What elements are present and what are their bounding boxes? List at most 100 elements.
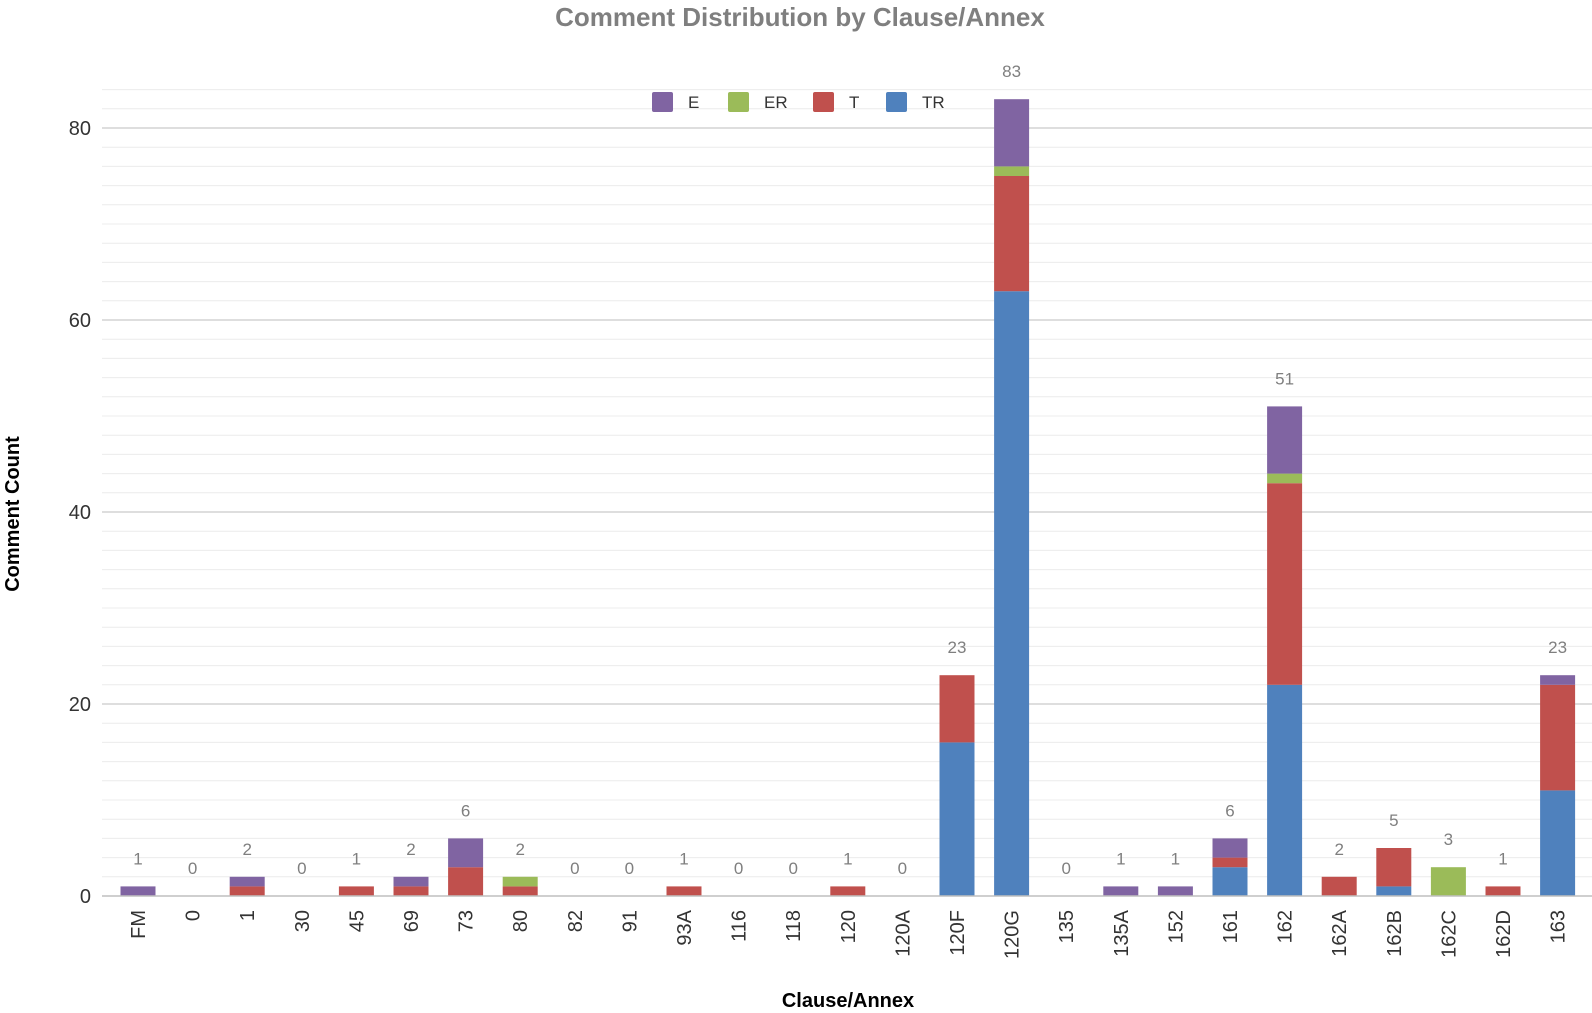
total-label: 6	[1225, 801, 1234, 820]
bar-segment-tr	[994, 291, 1030, 896]
x-axis-title: Clause/Annex	[782, 990, 914, 1012]
total-label: 1	[1498, 849, 1507, 868]
x-tick-label: 91	[619, 910, 641, 932]
x-tick-label: 45	[346, 910, 368, 932]
total-label: 51	[1275, 369, 1294, 388]
bar-segment-e	[393, 876, 429, 887]
total-label: 23	[1548, 638, 1567, 657]
y-tick-label: 20	[69, 694, 91, 716]
total-label: 0	[297, 859, 306, 878]
bar-segment-t	[1376, 848, 1412, 887]
bar-segment-t	[1267, 483, 1303, 685]
x-tick-label: 69	[401, 910, 423, 932]
bar-segment-t	[502, 886, 538, 896]
legend-label-e: E	[688, 93, 699, 112]
total-label: 2	[242, 840, 251, 859]
legend-swatch-er	[728, 92, 749, 112]
x-tick-label: 162A	[1329, 909, 1351, 956]
y-axis-ticks: 0 20 40 60 80	[69, 118, 91, 908]
bar-segment-t	[448, 867, 484, 896]
x-tick-label: 0	[183, 910, 205, 921]
x-tick-label: 163	[1548, 910, 1570, 943]
total-label: 0	[1061, 859, 1070, 878]
bar-segment-t	[830, 886, 866, 896]
legend-swatch-t	[813, 92, 834, 112]
bars	[120, 99, 1576, 896]
bar-segment-e	[1267, 406, 1303, 474]
y-axis-title: Comment Count	[2, 436, 24, 592]
bar-segment-e	[229, 876, 265, 887]
bar-segment-tr	[1267, 684, 1303, 896]
bar-segment-t	[1321, 876, 1357, 896]
y-tick-label: 0	[80, 886, 91, 908]
total-label: 2	[1334, 840, 1343, 859]
y-tick-label: 40	[69, 502, 91, 524]
total-label: 0	[788, 859, 797, 878]
y-tick-label: 60	[69, 310, 91, 332]
chart-title: Comment Distribution by Clause/Annex	[555, 2, 1045, 32]
x-tick-label: 162C	[1438, 910, 1460, 958]
x-tick-label: 80	[510, 910, 532, 932]
bar-segment-t	[229, 886, 265, 896]
bar-segment-e	[1103, 886, 1139, 896]
x-tick-label: 120	[838, 910, 860, 943]
bar-segment-tr	[1540, 790, 1576, 896]
legend-label-t: T	[849, 93, 859, 112]
x-tick-label: 162D	[1493, 910, 1515, 958]
bar-segment-tr	[939, 742, 975, 896]
x-tick-label: 162	[1275, 910, 1297, 943]
bar-segment-e	[448, 838, 484, 868]
total-label: 0	[734, 859, 743, 878]
gridlines	[102, 89, 1592, 878]
total-label: 1	[1116, 849, 1125, 868]
bar-segment-e	[120, 886, 156, 896]
x-tick-label: 118	[783, 910, 805, 942]
bar-segment-t	[666, 886, 702, 896]
total-label: 0	[625, 859, 634, 878]
x-tick-label: 1	[237, 910, 259, 921]
total-label: 1	[679, 849, 688, 868]
bar-segment-e	[1212, 838, 1248, 858]
total-label: 1	[1171, 849, 1180, 868]
bar-segment-t	[1540, 684, 1576, 791]
total-label: 23	[948, 638, 967, 657]
bar-segment-t	[1212, 857, 1248, 868]
total-label: 6	[461, 801, 470, 820]
total-label: 0	[188, 859, 197, 878]
x-tick-label: 161	[1220, 910, 1242, 943]
total-label: 2	[406, 840, 415, 859]
total-label: 3	[1444, 830, 1453, 849]
total-labels: 1 0 2 0 1 2 6 2 0 0 1 0 0 1 0 23 83 0 1 1 6 51 2 5 3 1 23	[133, 62, 1567, 878]
y-tick-label: 80	[69, 118, 91, 140]
bar-segment-e	[994, 99, 1030, 167]
total-label: 0	[570, 859, 579, 878]
legend-swatch-e	[652, 92, 673, 112]
legend-swatch-tr	[886, 92, 907, 112]
x-tick-label: FM	[128, 910, 150, 939]
bar-segment-t	[338, 886, 374, 896]
bar-segment-t	[393, 886, 429, 896]
total-label: 1	[352, 849, 361, 868]
bar-segment-t	[1485, 886, 1521, 896]
x-tick-label: 120A	[892, 909, 914, 956]
x-tick-label: 30	[292, 910, 314, 932]
bar-segment-er	[994, 166, 1030, 176]
legend-label-er: ER	[764, 93, 788, 112]
bar-segment-tr	[1376, 886, 1412, 896]
x-tick-label: 135A	[1111, 909, 1133, 956]
x-tick-label: 93A	[674, 909, 696, 945]
x-tick-label: 82	[565, 910, 587, 932]
x-tick-label: 116	[729, 910, 751, 942]
bar-segment-er	[502, 876, 538, 887]
total-label: 83	[1002, 62, 1021, 81]
bar-segment-e	[1540, 675, 1576, 685]
total-label: 1	[133, 849, 142, 868]
legend-label-tr: TR	[922, 93, 945, 112]
x-axis-ticks: FM 0 1 30 45 69 73 80 82 91 93A 116 118 120 120A 120F 12…	[128, 909, 1570, 959]
x-tick-label: 162B	[1384, 910, 1406, 957]
bar-segment-tr	[1212, 867, 1248, 896]
bar-segment-t	[939, 675, 975, 743]
legend: E ER T TR	[652, 92, 945, 112]
x-tick-label: 73	[456, 910, 478, 932]
total-label: 5	[1389, 811, 1398, 830]
